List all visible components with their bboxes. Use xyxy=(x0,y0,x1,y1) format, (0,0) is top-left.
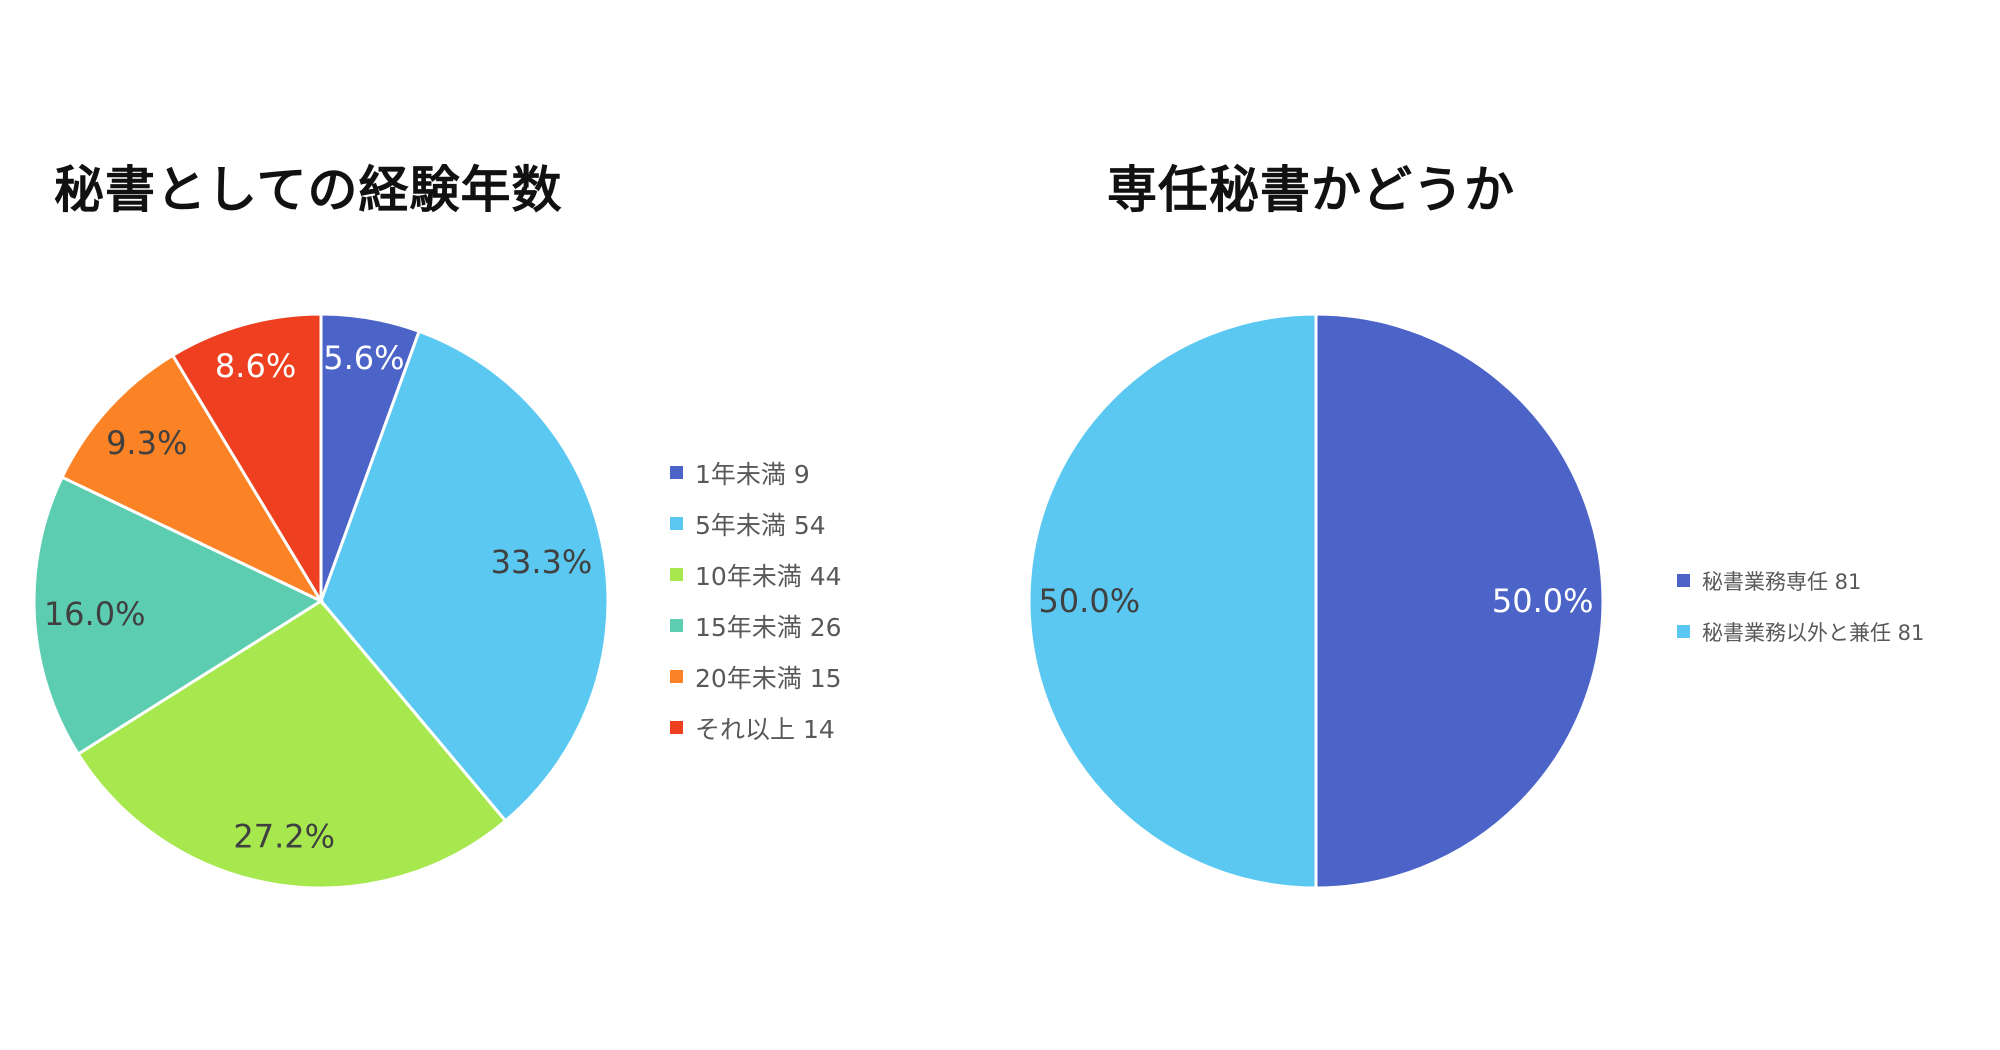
pie-slice-0-4 xyxy=(60,353,325,605)
legend-label: それ以上 14 xyxy=(695,714,835,744)
chart-title-experience: 秘書としての経験年数 xyxy=(54,161,563,219)
data-label-0-2: 27.2% xyxy=(233,817,335,855)
data-label-1-1: 50.0% xyxy=(1038,582,1140,620)
legend-item: 1年未満 9 xyxy=(670,447,842,498)
data-label-0-4: 9.3% xyxy=(106,424,187,462)
legend-experience: 1年未満 9 5年未満 54 10年未満 44 15年未満 26 20年未満 15 それ以… xyxy=(670,447,842,753)
data-label-1-0: 50.0% xyxy=(1492,582,1594,620)
legend-label: 秘書業務以外と兼任 81 xyxy=(1702,620,1925,645)
legend-swatch xyxy=(1677,574,1690,587)
legend-item: 5年未満 54 xyxy=(670,498,842,549)
legend-item: それ以上 14 xyxy=(670,702,842,753)
legend-swatch xyxy=(670,670,683,683)
legend-label: 5年未満 54 xyxy=(695,510,826,540)
pie-slice-0-5 xyxy=(170,312,323,607)
data-label-0-1: 33.3% xyxy=(491,543,593,581)
legend-label: 15年未満 26 xyxy=(695,612,842,642)
pie-slice-0-1 xyxy=(319,329,610,823)
legend-swatch xyxy=(670,568,683,581)
legend-item: 20年未満 15 xyxy=(670,651,842,702)
pie-slice-0-3 xyxy=(32,475,325,757)
legend-label: 1年未満 9 xyxy=(695,459,810,489)
legend-swatch xyxy=(670,466,683,479)
legend-label: 20年未満 15 xyxy=(695,663,842,693)
legend-dedicated: 秘書業務専任 81 秘書業務以外と兼任 81 xyxy=(1677,555,1924,657)
pie-slice-1-0 xyxy=(1314,312,1605,890)
legend-item: 秘書業務以外と兼任 81 xyxy=(1677,606,1924,657)
legend-item: 15年未満 26 xyxy=(670,600,842,651)
legend-item: 10年未満 44 xyxy=(670,549,842,600)
data-label-0-5: 8.6% xyxy=(215,347,296,385)
legend-label: 秘書業務専任 81 xyxy=(1702,569,1862,594)
legend-swatch xyxy=(670,517,683,530)
legend-item: 秘書業務専任 81 xyxy=(1677,555,1924,606)
data-label-0-3: 16.0% xyxy=(44,595,146,633)
data-label-0-0: 5.6% xyxy=(323,339,404,377)
legend-swatch xyxy=(1677,625,1690,638)
chart-title-dedicated: 専任秘書かどうか xyxy=(1107,161,1515,219)
legend-label: 10年未満 44 xyxy=(695,561,842,591)
pie-slice-1-1 xyxy=(1027,312,1318,890)
pie-slice-0-2 xyxy=(76,599,508,890)
legend-swatch xyxy=(670,619,683,632)
legend-swatch xyxy=(670,721,683,734)
